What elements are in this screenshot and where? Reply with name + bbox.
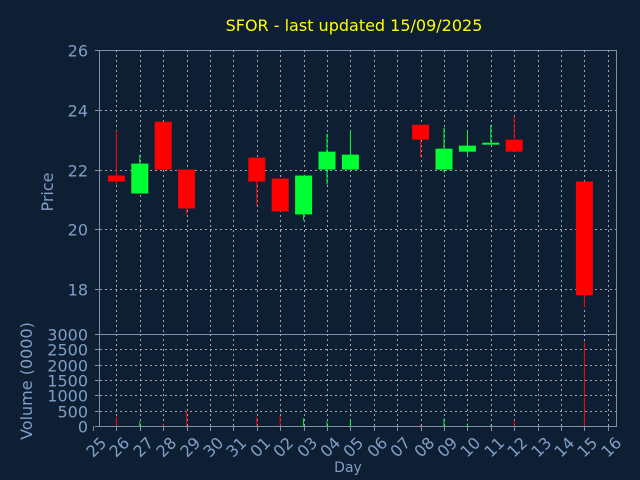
price-tick-label: 22 [68, 162, 88, 181]
candle-body [482, 142, 500, 145]
candle-body [154, 121, 172, 170]
candles [107, 115, 593, 308]
price-tick-label: 20 [68, 221, 88, 240]
candle-body [178, 169, 196, 209]
volume-y-axis-label: Volume (0000) [17, 322, 36, 440]
volume-tick-label: 1500 [47, 372, 88, 391]
chart-title: SFOR - last updated 15/09/2025 [226, 16, 483, 35]
price-y-axis-label: Price [38, 172, 57, 211]
candle-body [248, 157, 266, 182]
volume-tick-label: 500 [57, 403, 88, 422]
price-tick-label: 24 [68, 102, 88, 121]
candle-body [505, 139, 523, 152]
volume-bars [115, 341, 585, 426]
candle-body [575, 181, 593, 296]
volume-tick-label: 2000 [47, 357, 88, 376]
volume-tick-label: 2500 [47, 341, 88, 360]
candle-body [458, 145, 476, 152]
candle-body [435, 148, 453, 170]
candle-body [295, 175, 313, 215]
volume-grid [100, 334, 616, 426]
candle-body [271, 178, 289, 212]
candle-body [107, 175, 125, 182]
candle-body [318, 151, 336, 170]
candle-body [131, 163, 149, 194]
price-panel: 18 20 22 24 26 [68, 42, 617, 335]
candle-body [341, 154, 359, 170]
volume-tick-label: 3000 [47, 326, 88, 345]
price-tick-label: 26 [68, 42, 88, 61]
price-y-ticks: 18 20 22 24 26 [68, 42, 100, 300]
x-axis-label: Day [334, 460, 362, 476]
candle-body [412, 124, 430, 140]
price-tick-label: 18 [68, 281, 88, 300]
volume-tick-label: 1000 [47, 387, 88, 406]
volume-tick-label: 0 [78, 418, 88, 437]
